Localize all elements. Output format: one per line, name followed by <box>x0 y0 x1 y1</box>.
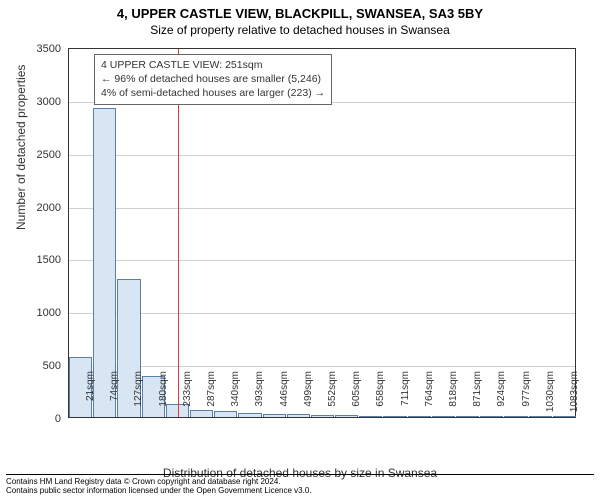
x-tick-label: 977sqm <box>521 371 532 421</box>
y-tick-label: 500 <box>21 360 61 372</box>
y-tick-label: 3500 <box>21 43 61 55</box>
x-tick-label: 499sqm <box>303 371 314 421</box>
info-line-2: ← 96% of detached houses are smaller (5,… <box>101 72 325 86</box>
y-tick-label: 2000 <box>21 202 61 214</box>
x-tick-label: 871sqm <box>472 371 483 421</box>
x-tick-label: 764sqm <box>424 371 435 421</box>
x-tick-label: 74sqm <box>109 371 120 421</box>
x-tick-label: 21sqm <box>85 371 96 421</box>
x-tick-label: 287sqm <box>206 371 217 421</box>
x-tick-label: 233sqm <box>182 371 193 421</box>
info-line-1: 4 UPPER CASTLE VIEW: 251sqm <box>101 58 325 72</box>
info-line-3: 4% of semi-detached houses are larger (2… <box>101 86 325 100</box>
chart-area: 050010001500200025003000350021sqm74sqm12… <box>68 48 576 418</box>
chart-title-sub: Size of property relative to detached ho… <box>0 21 600 37</box>
footer-copyright-2: Contains public sector information licen… <box>6 486 594 496</box>
x-tick-label: 711sqm <box>400 371 411 421</box>
x-tick-label: 1083sqm <box>569 371 580 421</box>
x-tick-label: 658sqm <box>375 371 386 421</box>
x-tick-label: 1030sqm <box>545 371 556 421</box>
y-tick-label: 3000 <box>21 96 61 108</box>
y-tick-label: 0 <box>21 413 61 425</box>
footer: Contains HM Land Registry data © Crown c… <box>6 474 594 496</box>
x-tick-label: 605sqm <box>351 371 362 421</box>
x-tick-label: 446sqm <box>279 371 290 421</box>
footer-copyright-1: Contains HM Land Registry data © Crown c… <box>6 477 594 487</box>
x-tick-label: 393sqm <box>254 371 265 421</box>
x-tick-label: 340sqm <box>230 371 241 421</box>
gridline <box>69 366 575 367</box>
y-tick-label: 1000 <box>21 307 61 319</box>
x-tick-label: 552sqm <box>327 371 338 421</box>
gridline <box>69 260 575 261</box>
x-tick-label: 180sqm <box>158 371 169 421</box>
gridline <box>69 208 575 209</box>
chart-title-address: 4, UPPER CASTLE VIEW, BLACKPILL, SWANSEA… <box>0 0 600 21</box>
gridline <box>69 155 575 156</box>
x-tick-label: 924sqm <box>496 371 507 421</box>
gridline <box>69 313 575 314</box>
x-tick-label: 818sqm <box>448 371 459 421</box>
y-tick-label: 1500 <box>21 254 61 266</box>
x-tick-label: 127sqm <box>133 371 144 421</box>
y-tick-label: 2500 <box>21 149 61 161</box>
info-box: 4 UPPER CASTLE VIEW: 251sqm ← 96% of det… <box>94 54 332 105</box>
footer-divider <box>6 474 594 475</box>
